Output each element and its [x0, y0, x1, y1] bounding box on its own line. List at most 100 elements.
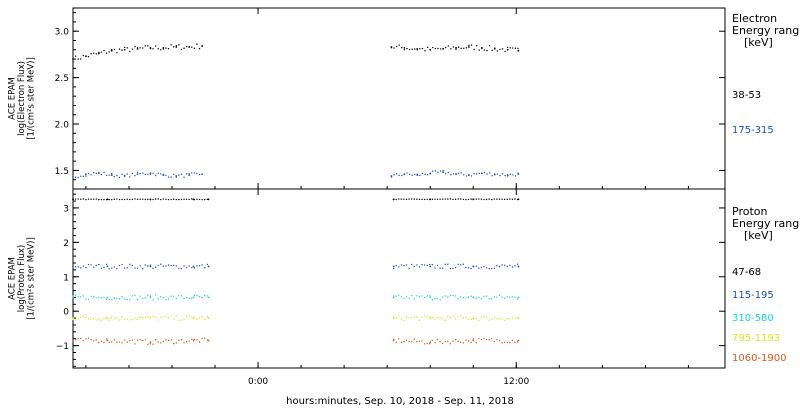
data-point: [449, 343, 452, 345]
data-point: [170, 295, 172, 297]
data-point: [406, 172, 408, 174]
legend-entry: 115-195: [732, 290, 774, 301]
data-point: [431, 298, 434, 301]
data-point: [206, 263, 208, 266]
data-point: [447, 171, 449, 174]
data-point: [193, 317, 196, 319]
data-point: [178, 319, 180, 322]
data-point: [423, 264, 426, 266]
data-point: [416, 264, 418, 266]
data-point: [201, 337, 203, 340]
data-point: [455, 48, 457, 50]
data-point: [170, 44, 172, 46]
data-point: [485, 267, 488, 269]
data-point: [201, 173, 204, 176]
data-point: [398, 338, 400, 340]
data-point: [467, 318, 470, 321]
data-point: [121, 173, 123, 175]
data-point: [454, 338, 457, 341]
data-point: [462, 263, 465, 265]
legend-entry: 795-1193: [732, 333, 780, 344]
data-point: [196, 198, 198, 201]
data-point: [178, 295, 180, 297]
data-point: [82, 175, 85, 177]
data-point: [506, 46, 509, 49]
data-point: [460, 315, 462, 317]
data-point: [152, 299, 154, 301]
data-point: [196, 43, 198, 45]
data-point: [192, 265, 195, 268]
data-point: [185, 198, 188, 200]
data-point: [92, 317, 95, 320]
data-point: [126, 173, 128, 175]
proton-panel: −1 0 1 2 3 ACE EPAM log(Proton Flux) [1/(cm²s s…: [8, 188, 800, 369]
data-point: [72, 264, 74, 267]
data-point: [87, 298, 90, 301]
electron-panel: 1.5 2.0 2.5 3.0 ACE EPAM log(Electron Flux) [1…: [8, 7, 800, 190]
data-point: [511, 198, 514, 200]
data-point: [494, 174, 496, 176]
data-point: [501, 296, 503, 298]
data-point: [517, 265, 520, 268]
y-axis-label-line: log(Electron Flux): [17, 61, 27, 136]
data-point: [100, 340, 103, 343]
data-point: [198, 48, 201, 50]
data-point: [478, 337, 480, 340]
data-point: [123, 46, 126, 49]
data-point: [496, 296, 498, 298]
data-point: [488, 319, 490, 321]
data-point: [131, 339, 134, 341]
data-point: [447, 198, 449, 200]
data-point: [470, 318, 472, 321]
data-point: [72, 58, 74, 60]
data-point: [403, 297, 405, 300]
data-point: [481, 47, 483, 50]
data-point: [403, 49, 406, 51]
data-point: [82, 295, 85, 297]
data-point: [162, 316, 165, 318]
data-point: [92, 296, 95, 298]
data-point: [147, 173, 149, 176]
data-point: [98, 51, 100, 54]
data-point: [437, 47, 439, 50]
data-point: [116, 317, 118, 319]
data-point: [517, 47, 519, 50]
data-point: [162, 340, 165, 343]
data-point: [95, 172, 97, 175]
data-point: [457, 340, 459, 343]
data-point: [149, 296, 152, 299]
data-point: [74, 55, 77, 57]
data-point: [444, 198, 446, 200]
data-point: [85, 316, 87, 319]
data-point: [431, 198, 434, 200]
data-point: [90, 318, 92, 320]
data-point: [191, 266, 193, 269]
data-point: [87, 263, 90, 266]
data-point: [206, 198, 208, 201]
data-point: [77, 198, 79, 200]
y-tick-label: 2.5: [55, 74, 69, 84]
data-point: [441, 296, 444, 298]
data-point: [183, 318, 185, 320]
data-point: [392, 267, 395, 270]
legend-title-line: [keV]: [744, 36, 773, 49]
data-point: [175, 297, 177, 300]
data-point: [121, 342, 123, 344]
data-point: [175, 175, 178, 177]
data-point: [395, 316, 397, 319]
data-point: [475, 342, 477, 344]
data-point: [207, 317, 210, 319]
data-point: [512, 47, 514, 49]
data-point: [180, 198, 183, 201]
x-axis: 0:00 12:00: [248, 377, 530, 387]
data-point: [160, 263, 162, 265]
data-point: [165, 198, 167, 201]
data-point: [405, 264, 408, 266]
data-point: [483, 337, 485, 340]
data-point: [129, 299, 131, 301]
data-point: [504, 174, 506, 177]
data-point: [144, 264, 147, 266]
data-point: [444, 319, 446, 322]
data-point: [98, 341, 100, 344]
data-point: [147, 316, 149, 318]
